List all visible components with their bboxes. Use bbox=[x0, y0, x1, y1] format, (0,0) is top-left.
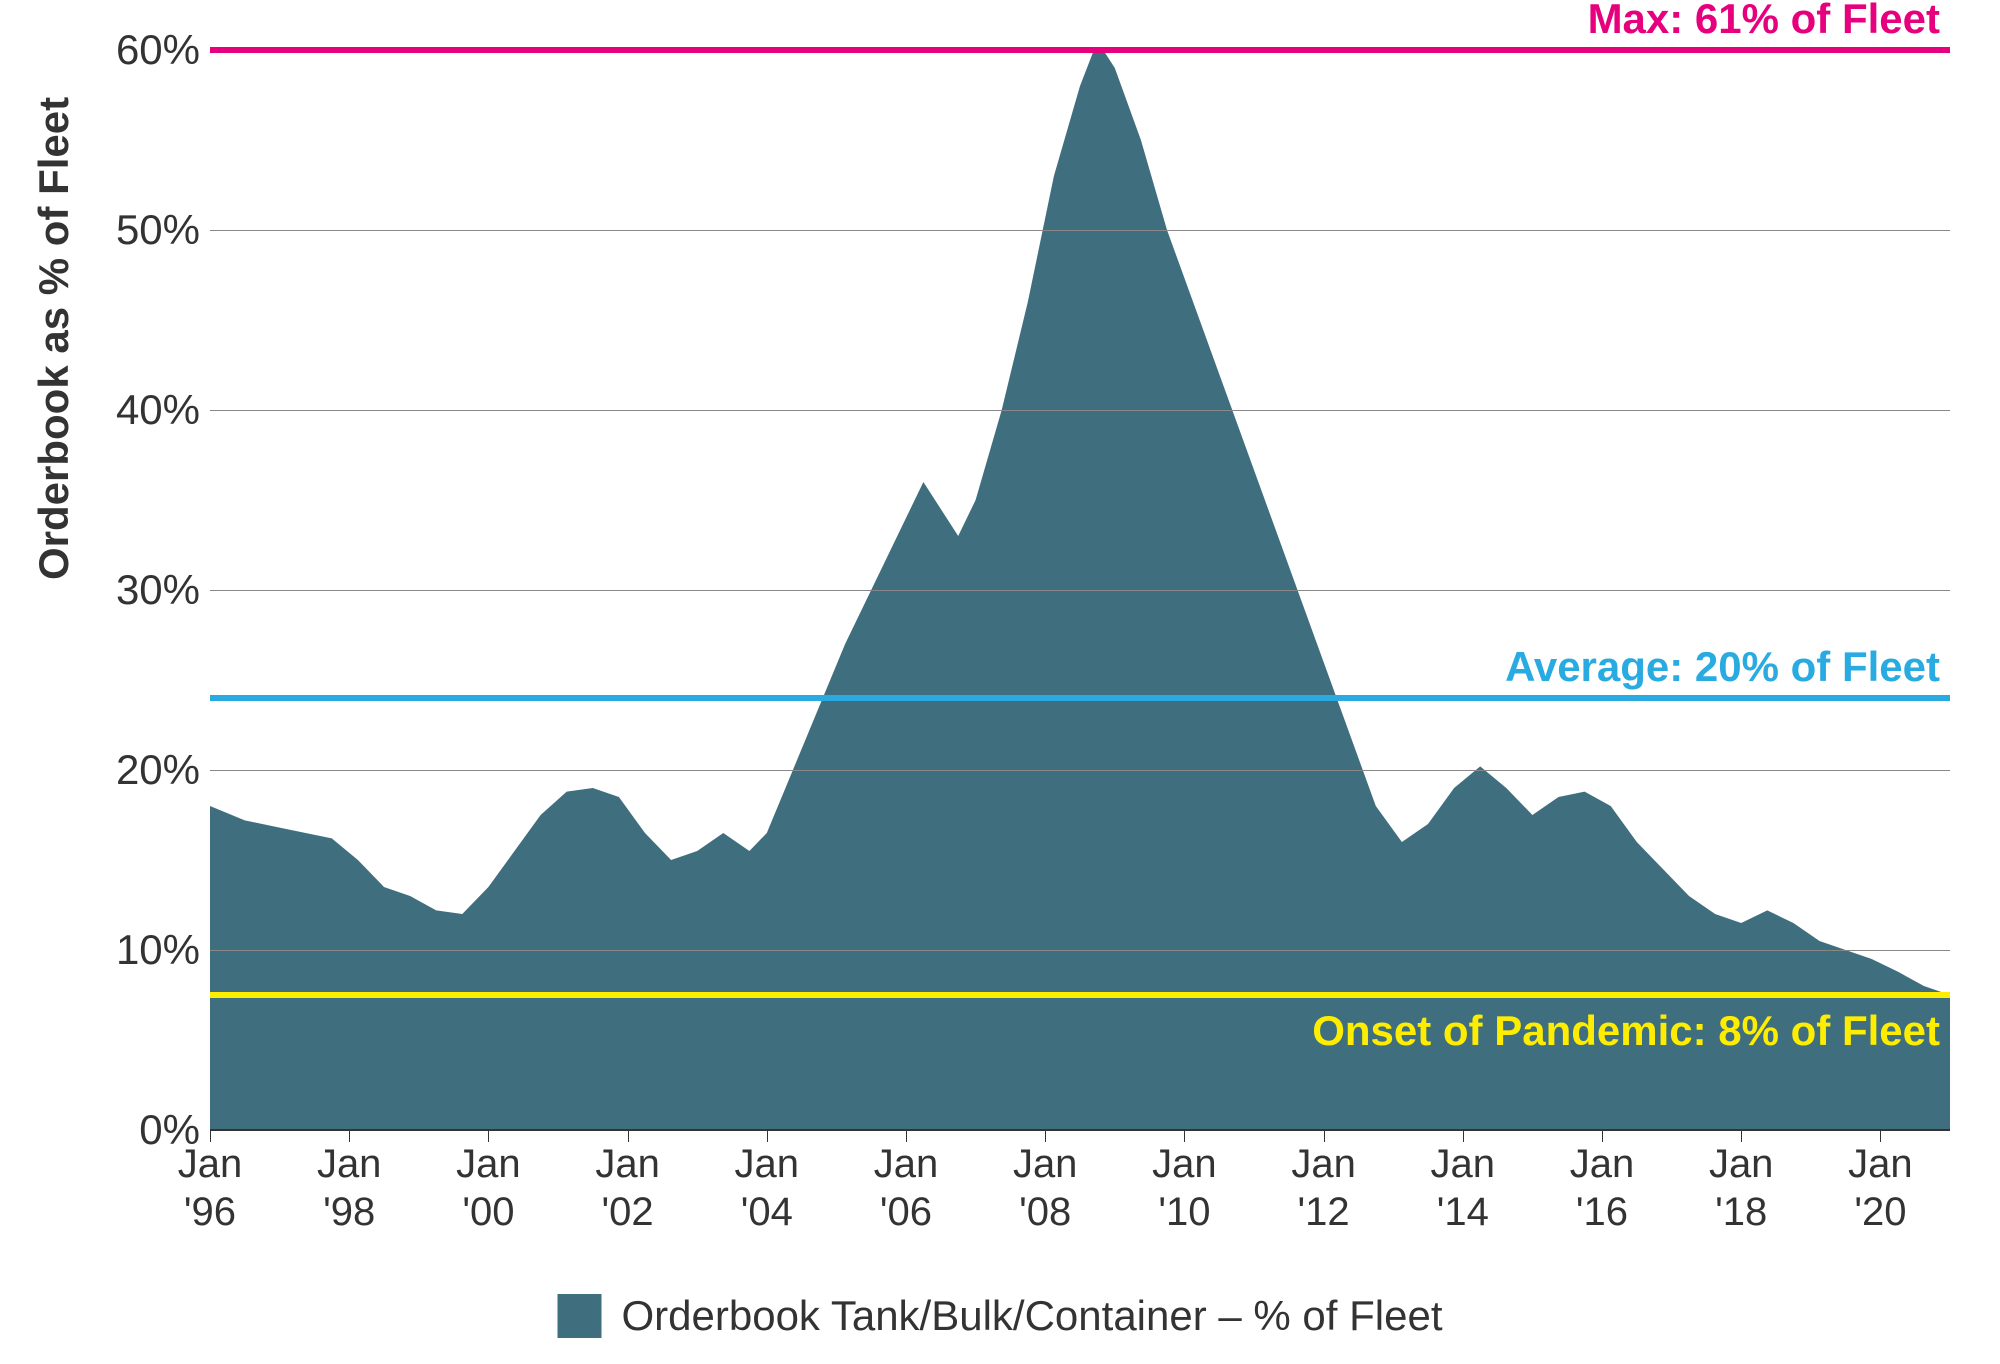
reference-label: Average: 20% of Fleet bbox=[1505, 643, 1940, 691]
x-tick-label: Jan'16 bbox=[1552, 1140, 1652, 1236]
reference-line bbox=[210, 992, 1950, 998]
grid-line bbox=[210, 230, 1950, 231]
x-tick-label: Jan'00 bbox=[438, 1140, 538, 1236]
y-tick-label: 40% bbox=[80, 386, 200, 434]
grid-line bbox=[210, 770, 1950, 771]
x-tick-label: Jan'14 bbox=[1413, 1140, 1513, 1236]
x-axis-baseline bbox=[210, 1129, 1950, 1131]
x-tick-label: Jan'10 bbox=[1134, 1140, 1234, 1236]
grid-line bbox=[210, 590, 1950, 591]
y-tick-label: 20% bbox=[80, 746, 200, 794]
x-tick-label: Jan'12 bbox=[1274, 1140, 1374, 1236]
x-tick-label: Jan'06 bbox=[856, 1140, 956, 1236]
plot-area: 0%10%20%30%40%50%60%Jan'96Jan'98Jan'00Ja… bbox=[210, 50, 1950, 1130]
reference-label: Onset of Pandemic: 8% of Fleet bbox=[1312, 1007, 1940, 1055]
y-axis-label: Orderbook as % of Fleet bbox=[30, 97, 78, 580]
grid-line bbox=[210, 410, 1950, 411]
x-tick-label: Jan'96 bbox=[160, 1140, 260, 1236]
x-tick-label: Jan'02 bbox=[578, 1140, 678, 1236]
grid-line bbox=[210, 950, 1950, 951]
x-tick-label: Jan'04 bbox=[717, 1140, 817, 1236]
x-tick-label: Jan'08 bbox=[995, 1140, 1095, 1236]
legend-text: Orderbook Tank/Bulk/Container – % of Fle… bbox=[622, 1292, 1443, 1340]
legend-swatch bbox=[558, 1294, 602, 1338]
chart-container: Orderbook as % of Fleet 0%10%20%30%40%50… bbox=[40, 20, 1960, 1340]
y-tick-label: 10% bbox=[80, 926, 200, 974]
legend: Orderbook Tank/Bulk/Container – % of Fle… bbox=[558, 1292, 1443, 1340]
y-tick-label: 30% bbox=[80, 566, 200, 614]
x-tick-label: Jan'20 bbox=[1830, 1140, 1930, 1236]
x-tick-label: Jan'98 bbox=[299, 1140, 399, 1236]
reference-label: Max: 61% of Fleet bbox=[1588, 0, 1940, 43]
reference-line bbox=[210, 695, 1950, 701]
x-tick-label: Jan'18 bbox=[1691, 1140, 1791, 1236]
y-tick-label: 60% bbox=[80, 26, 200, 74]
y-tick-label: 50% bbox=[80, 206, 200, 254]
reference-line bbox=[210, 47, 1950, 53]
